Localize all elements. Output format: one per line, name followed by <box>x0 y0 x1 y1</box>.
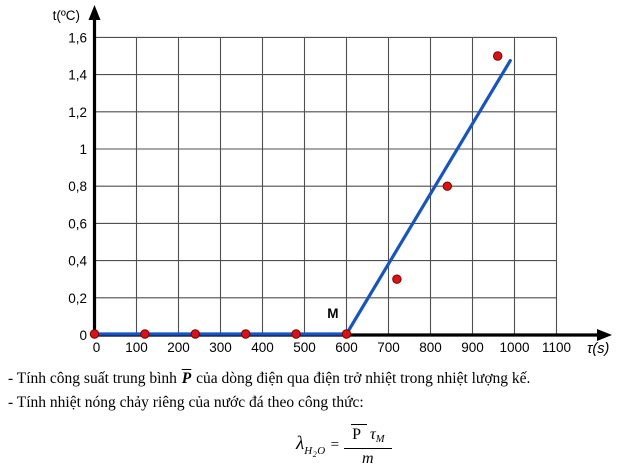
svg-text:200: 200 <box>167 340 190 355</box>
svg-text:0: 0 <box>79 328 87 343</box>
caption-line1-suffix: của dòng điện qua điện trở nhiệt trong n… <box>192 370 531 387</box>
annotations: M <box>327 306 338 321</box>
svg-text:300: 300 <box>209 340 232 355</box>
equals-sign: = <box>330 437 340 453</box>
caption-line-1: - Tính công suất trung bình P của dòng đ… <box>8 370 530 388</box>
tau-subscript-m: M <box>375 434 385 445</box>
svg-text:0: 0 <box>93 340 101 355</box>
svg-text:0,2: 0,2 <box>68 291 87 306</box>
x-axis-title: τ(s) <box>587 341 609 357</box>
svg-text:800: 800 <box>419 340 442 355</box>
svg-text:0,4: 0,4 <box>68 254 87 269</box>
grid-lines <box>94 36 558 335</box>
axis-titles: t(ºC) τ(s) <box>53 8 610 357</box>
data-point <box>442 181 452 191</box>
p-bar-symbol: P <box>351 424 368 444</box>
data-point <box>241 329 251 339</box>
data-point <box>493 51 503 61</box>
caption-line-2: - Tính nhiệt nóng chảy riêng của nước đá… <box>8 394 364 411</box>
subscript-h: H <box>304 444 313 457</box>
fraction-denominator-m: m <box>362 450 374 467</box>
data-point <box>140 329 150 339</box>
svg-text:1000: 1000 <box>499 340 529 355</box>
data-point <box>341 329 352 339</box>
svg-text:0,6: 0,6 <box>68 216 87 231</box>
svg-text:1100: 1100 <box>542 340 571 355</box>
temperature-vs-time-chart: 0 100 200 300 400 500 600 700 800 900 1000 1100 0 0,2… <box>53 5 612 357</box>
lambda-symbol: λ <box>296 432 305 454</box>
data-point <box>89 329 100 339</box>
chart-canvas: 0 100 200 300 400 500 600 700 800 900 1000 1100 0 0,2… <box>53 5 612 357</box>
tick-labels: 0 100 200 300 400 500 600 700 800 900 1000 1100 0 0,2… <box>68 30 571 355</box>
point-label-m: M <box>327 306 338 321</box>
svg-text:0,8: 0,8 <box>68 179 87 194</box>
y-axis-title: t(ºC) <box>53 8 80 23</box>
svg-text:400: 400 <box>251 340 274 355</box>
caption-line1-prefix: - Tính công suất trung bình <box>8 370 181 387</box>
tau-symbol: τ <box>370 426 376 443</box>
y-axis-arrow-icon <box>88 5 101 20</box>
caption-p-bar-symbol: P <box>181 370 192 387</box>
data-points <box>89 51 503 339</box>
data-point <box>190 329 201 339</box>
svg-text:1,4: 1,4 <box>68 68 87 83</box>
data-point <box>392 274 402 284</box>
svg-text:600: 600 <box>335 340 358 355</box>
subscript-2: 2 <box>312 449 318 459</box>
fit-line <box>92 58 512 336</box>
formula-lambda-term: λH2O <box>296 433 326 459</box>
axes <box>88 5 612 341</box>
svg-text:700: 700 <box>377 340 400 355</box>
svg-text:1,6: 1,6 <box>68 30 87 45</box>
data-point <box>291 329 301 339</box>
subscript-o: O <box>317 444 326 457</box>
x-axis-arrow-icon <box>597 329 612 341</box>
svg-text:100: 100 <box>125 340 148 355</box>
svg-text:500: 500 <box>293 340 316 355</box>
svg-text:1,2: 1,2 <box>68 105 87 120</box>
svg-text:900: 900 <box>461 340 484 355</box>
lambda-subscript-h2o: H2O <box>304 444 326 459</box>
svg-text:1: 1 <box>79 142 87 157</box>
